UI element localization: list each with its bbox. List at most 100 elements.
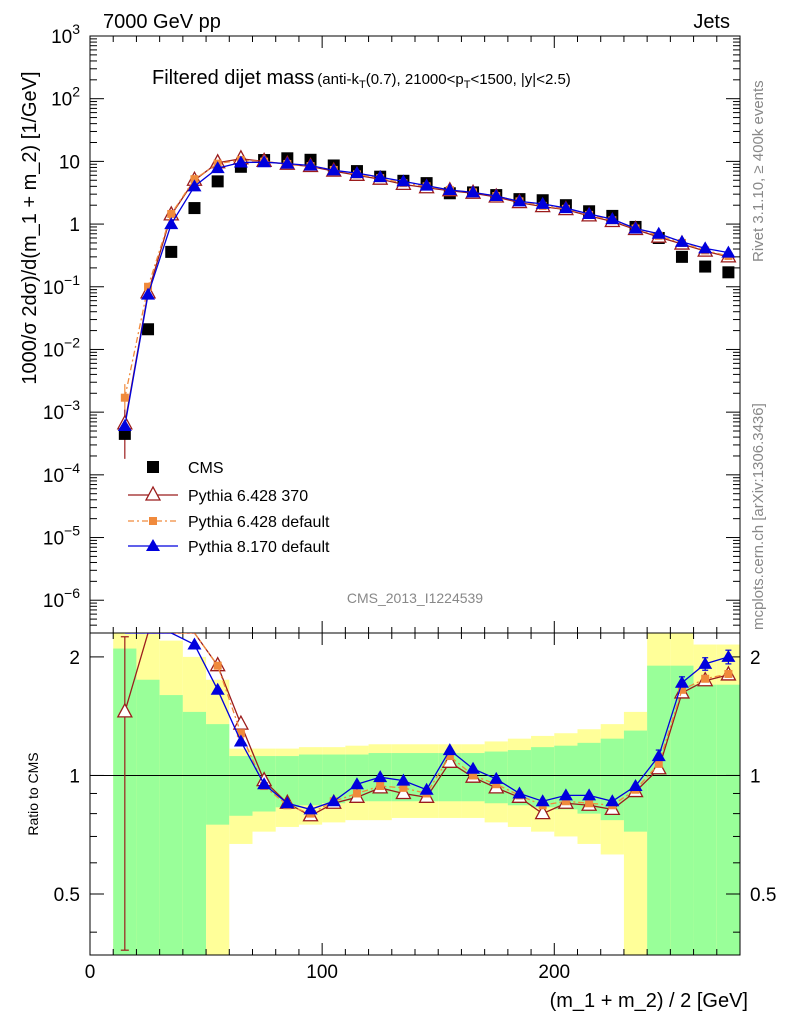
data-point [535,196,550,209]
y-tick-label-exponent: −6 [64,585,80,601]
y-tick-label-exponent: 3 [72,21,80,37]
ratio-tick-label-right: 0.5 [750,885,776,906]
ratio-tick-label: 0.5 [54,885,80,906]
ratio-point [442,743,457,756]
y-tick-label-base: 10 [43,591,64,612]
ratio-point [674,675,689,688]
data-point [326,163,341,176]
ratio-point [399,783,408,792]
green-band-bin [693,684,717,955]
ratio-point [210,682,225,695]
ratio-point [213,661,222,670]
green-band-bin [647,665,671,955]
ratio-point [724,669,733,678]
y-axis-label-ratio: Ratio to CMS [25,752,41,835]
ratio-point [233,734,248,747]
data-point [605,212,620,225]
legend-label: CMS [188,460,224,477]
main-series [116,149,737,459]
ratio-point [445,752,454,761]
series-line [124,161,729,427]
green-band-bin [507,750,532,806]
data-point [442,182,457,195]
data-point [141,287,156,300]
green-band-bin [206,724,230,825]
data-point [373,170,388,183]
legend-marker [146,539,160,551]
data-point [721,245,736,258]
legend-marker [149,517,157,525]
series-line [124,158,729,424]
y-tick-label-exponent: −4 [64,460,80,476]
y-tick-label-base: 10 [43,529,64,550]
axis-ticks: 0 100 20010310210110−110−210−310−410−510−6… [43,21,777,983]
ratio-series [116,633,737,951]
data-point [117,419,132,432]
data-point [120,393,129,402]
ratio-point [376,782,385,791]
data-point [674,234,689,247]
ratio-point [395,784,412,800]
green-band-bin [182,711,207,955]
rivet-label: Rivet 3.1.10, ≥ 400k events [750,80,767,262]
ratio-point [492,780,501,789]
data-point [303,158,318,171]
data-point [651,226,666,239]
ratio-point [373,770,388,783]
plot-title-sub-a: (anti-k [317,71,359,88]
legend-label: Pythia 6.428 default [188,514,330,531]
y-tick-label-base: 10 [43,340,64,361]
plot-title-sub-a-index: T [359,79,366,91]
y-tick-label-exponent: 2 [72,84,80,100]
ratio-point [677,685,686,694]
ratio-point [469,771,478,780]
data-point [512,194,527,207]
y-tick-label-base: 10 [43,403,64,424]
data-point [257,155,272,168]
plot-title-main: Filtered dijet mass [152,67,314,89]
analysis-id: CMS_2013_I1224539 [347,590,483,606]
ratio-point [236,729,245,738]
data-point [349,166,364,179]
data-point [699,260,712,273]
series-pythia-8-170-default [117,155,736,432]
green-band-bin [159,695,183,955]
y-tick-label-exponent: −5 [64,523,80,539]
ratio-tick-label: 1 [69,766,80,787]
legend: CMS Pythia 6.428 370 Pythia 6.428 default P… [128,460,330,556]
ratio-tick-label-right: 1 [750,766,761,787]
data-point [489,189,504,202]
data-point [233,155,248,168]
ratio-point [303,802,318,815]
data-point [188,202,201,215]
ratio-point [441,752,458,768]
data-point [628,221,643,234]
y-tick-label: 10−1 [43,272,80,299]
data-point [698,241,713,254]
ratio-point [419,782,434,795]
ratio-point [605,794,620,807]
ratio-uncertainty-bands [90,633,740,955]
ratio-point [326,794,341,807]
y-tick-label: 10−2 [43,334,80,361]
data-point [211,175,224,188]
y-tick-label-exponent: −3 [64,397,80,413]
green-band-bin [275,756,299,808]
legend-item: CMS [147,460,224,477]
ratio-point [628,779,643,792]
legend-marker [144,485,162,501]
y-tick-label: 10−5 [43,523,80,550]
x-tick-label: 100 [306,962,338,983]
ratio-point [534,804,551,820]
legend-item: Pythia 6.428 default [128,514,330,531]
y-tick-label: 10−3 [43,397,80,424]
ratio-series-pythia-8-170-default [124,633,736,815]
ratio-point [349,777,364,790]
data-point [142,323,155,336]
legend-item: Pythia 8.170 default [128,539,330,556]
plot-title: Filtered dijet mass (anti-kT(0.7), 21000<… [152,67,571,91]
green-band-bin [136,679,160,955]
ratio-point [582,788,597,801]
data-point [396,174,411,187]
